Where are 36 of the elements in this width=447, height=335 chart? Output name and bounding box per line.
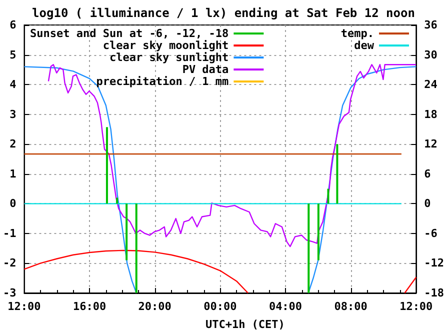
y-tick-label: 0 (10, 197, 16, 210)
y2-tick-label: 18 (424, 108, 438, 121)
y2-tick-label: -6 (424, 226, 438, 240)
legend-label: Sunset and Sun at -6, -12, -18 (30, 27, 229, 40)
x-tick-label: 00:00 (204, 300, 237, 313)
y-tick-label: -3 (2, 286, 16, 300)
x-tick-label: 12:00 (8, 300, 41, 313)
y2-tick-label: 6 (424, 167, 432, 180)
x-tick-label: 20:00 (138, 300, 172, 313)
legend-label: dew (354, 39, 374, 52)
y-tick-label: 2 (10, 138, 16, 151)
y-tick-label: 5 (10, 48, 16, 62)
legend-label: clear sky moonlight (102, 39, 229, 52)
x-axis-title: UTC+1h (CET) (205, 318, 285, 331)
x-tick-label: 04:00 (268, 300, 302, 313)
y-tick-label: 6 (10, 18, 17, 32)
y2-tick-label: -18 (424, 286, 444, 300)
y2-tick-label: 0 (424, 197, 431, 210)
y2-tick-label: 36 (424, 18, 438, 32)
y2-tick-label: -12 (424, 256, 444, 270)
y2-tick-label: 12 (424, 138, 438, 151)
chart-title: log10 ( illuminance / 1 lx) ending at Sat Feb 12 noon (32, 6, 415, 20)
y-tick-label: 1 (10, 167, 17, 180)
legend-label: PV data (182, 63, 229, 76)
legend-label: temp. (340, 27, 374, 40)
y-tick-label: -1 (2, 226, 17, 240)
legend-label: precipitation / 1 mm (96, 75, 230, 88)
y-tick-label: 4 (10, 78, 17, 92)
x-tick-label: 16:00 (72, 300, 106, 313)
legend-label: clear sky sunlight (109, 51, 229, 64)
y2-tick-label: 30 (424, 48, 438, 62)
x-tick-label: 12:00 (400, 300, 433, 313)
y-tick-label: 3 (10, 108, 16, 121)
y-tick-label: -2 (2, 256, 16, 270)
y2-tick-label: 24 (424, 78, 438, 92)
x-tick-label: 08:00 (334, 300, 368, 313)
